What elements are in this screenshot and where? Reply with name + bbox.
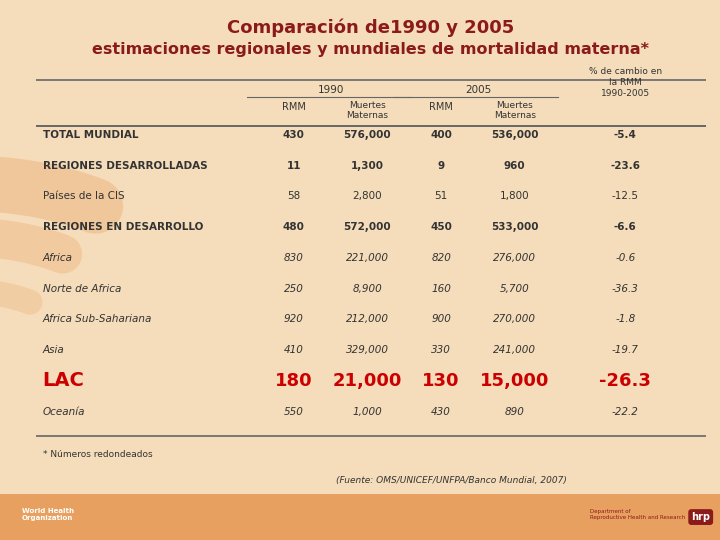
Text: TOTAL MUNDIAL: TOTAL MUNDIAL — [42, 130, 138, 140]
Text: LAC: LAC — [42, 372, 84, 390]
Text: 1,800: 1,800 — [500, 191, 530, 201]
Text: -6.6: -6.6 — [614, 222, 636, 232]
Text: 920: 920 — [284, 314, 304, 325]
Text: 576,000: 576,000 — [343, 130, 391, 140]
Text: 51: 51 — [434, 191, 448, 201]
Text: 8,900: 8,900 — [353, 284, 382, 294]
Text: * Números redondeados: * Números redondeados — [42, 450, 153, 459]
Text: Africa: Africa — [42, 253, 73, 263]
Text: 1,300: 1,300 — [351, 160, 384, 171]
Text: 890: 890 — [505, 407, 525, 417]
Text: 960: 960 — [504, 160, 526, 171]
Text: -22.2: -22.2 — [612, 407, 639, 417]
Text: 572,000: 572,000 — [343, 222, 391, 232]
Text: 241,000: 241,000 — [493, 345, 536, 355]
Text: 2,800: 2,800 — [353, 191, 382, 201]
Text: 221,000: 221,000 — [346, 253, 389, 263]
Text: 5,700: 5,700 — [500, 284, 530, 294]
Text: 160: 160 — [431, 284, 451, 294]
Text: 276,000: 276,000 — [493, 253, 536, 263]
Text: 550: 550 — [284, 407, 304, 417]
Text: 329,000: 329,000 — [346, 345, 389, 355]
Text: 2005: 2005 — [465, 85, 491, 95]
Text: 430: 430 — [431, 407, 451, 417]
Text: 130: 130 — [423, 372, 460, 390]
Text: estimaciones regionales y mundiales de mortalidad materna*: estimaciones regionales y mundiales de m… — [92, 42, 649, 57]
Text: 58: 58 — [287, 191, 300, 201]
Text: 11: 11 — [287, 160, 301, 171]
Text: 21,000: 21,000 — [333, 372, 402, 390]
Text: Comparación de1990 y 2005: Comparación de1990 y 2005 — [228, 18, 514, 37]
Text: -5.4: -5.4 — [614, 130, 636, 140]
Text: RMM: RMM — [282, 102, 306, 112]
Text: -36.3: -36.3 — [612, 284, 639, 294]
Text: 450: 450 — [430, 222, 452, 232]
Text: Muertes
Maternas: Muertes Maternas — [494, 101, 536, 120]
Text: -19.7: -19.7 — [612, 345, 639, 355]
Text: REGIONES DESARROLLADAS: REGIONES DESARROLLADAS — [42, 160, 207, 171]
Text: Norte de Africa: Norte de Africa — [42, 284, 121, 294]
Text: -1.8: -1.8 — [615, 314, 635, 325]
Text: 536,000: 536,000 — [491, 130, 539, 140]
Text: 330: 330 — [431, 345, 451, 355]
Text: -26.3: -26.3 — [599, 372, 651, 390]
Text: 400: 400 — [430, 130, 452, 140]
Text: 430: 430 — [283, 130, 305, 140]
Text: 250: 250 — [284, 284, 304, 294]
Text: 15,000: 15,000 — [480, 372, 549, 390]
Text: 1990: 1990 — [318, 85, 344, 95]
Text: 830: 830 — [284, 253, 304, 263]
Text: -0.6: -0.6 — [615, 253, 635, 263]
Text: 212,000: 212,000 — [346, 314, 389, 325]
Text: Muertes
Maternas: Muertes Maternas — [346, 101, 389, 120]
Text: Africa Sub-Sahariana: Africa Sub-Sahariana — [42, 314, 152, 325]
Text: RMM: RMM — [429, 102, 453, 112]
Text: REGIONES EN DESARROLLO: REGIONES EN DESARROLLO — [42, 222, 203, 232]
Text: 900: 900 — [431, 314, 451, 325]
Text: Department of
Reproductive Health and Research: Department of Reproductive Health and Re… — [590, 509, 685, 520]
Text: 1,000: 1,000 — [353, 407, 382, 417]
Text: -12.5: -12.5 — [612, 191, 639, 201]
Text: Asia: Asia — [42, 345, 65, 355]
Text: 480: 480 — [283, 222, 305, 232]
Text: -23.6: -23.6 — [611, 160, 640, 171]
Text: hrp: hrp — [691, 512, 710, 522]
Text: 180: 180 — [275, 372, 312, 390]
Text: % de cambio en
la RMM
1990-2005: % de cambio en la RMM 1990-2005 — [589, 68, 662, 98]
Text: World Health
Organization: World Health Organization — [22, 508, 73, 521]
Text: (Fuente: OMS/UNICEF/UNFPA/Banco Mundial, 2007): (Fuente: OMS/UNICEF/UNFPA/Banco Mundial,… — [336, 476, 567, 485]
Text: 410: 410 — [284, 345, 304, 355]
Text: 533,000: 533,000 — [491, 222, 539, 232]
Text: 9: 9 — [438, 160, 445, 171]
Text: Oceanía: Oceanía — [42, 407, 85, 417]
Text: 270,000: 270,000 — [493, 314, 536, 325]
Text: Países de la CIS: Países de la CIS — [42, 191, 125, 201]
Text: 820: 820 — [431, 253, 451, 263]
